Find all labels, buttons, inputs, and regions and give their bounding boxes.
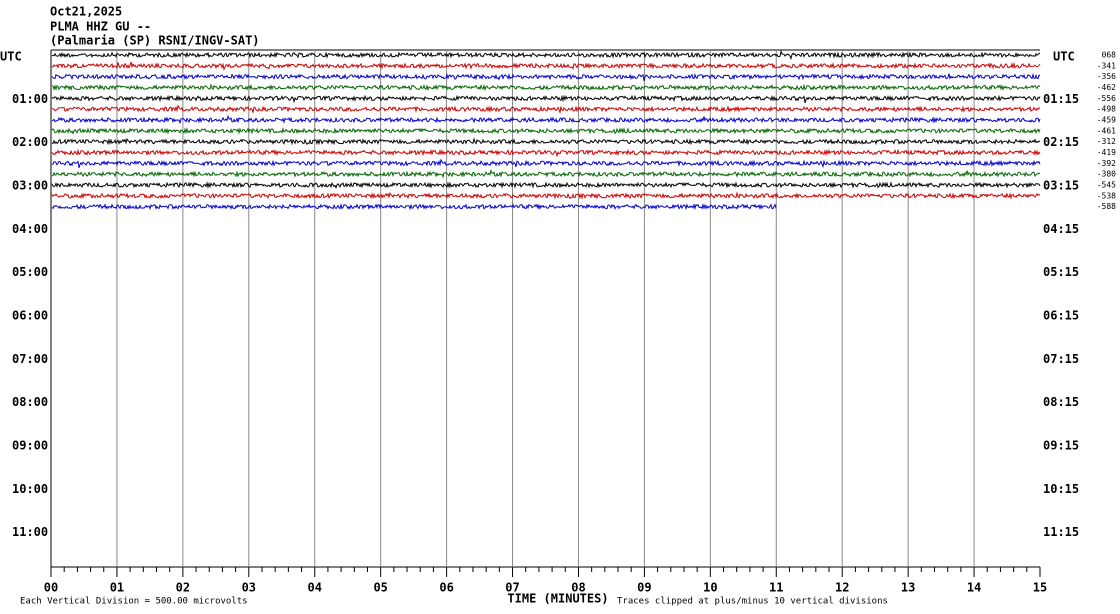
- left-hour-label: 10:00: [12, 482, 48, 496]
- left-hour-label: 04:00: [12, 222, 48, 236]
- trace: [51, 127, 1041, 135]
- trace-offset-label: -498: [1097, 105, 1116, 114]
- trace: [51, 202, 777, 211]
- trace: [51, 168, 1041, 179]
- right-hour-label: 03:15: [1043, 178, 1079, 192]
- date: Oct21,2025: [50, 5, 122, 19]
- trace-offset-label: -461: [1097, 126, 1116, 135]
- trace: [51, 72, 1041, 82]
- x-axis-label: TIME (MINUTES): [507, 592, 608, 606]
- x-tick-label: 13: [901, 581, 915, 595]
- x-tick-label: 01: [110, 581, 124, 595]
- right-hour-label: 10:15: [1043, 482, 1079, 496]
- x-tick-label: 04: [308, 581, 322, 595]
- trace: [52, 61, 1041, 71]
- x-tick-label: 10: [703, 581, 717, 595]
- right-hour-label: 07:15: [1043, 352, 1079, 366]
- left-hour-label: 11:00: [12, 525, 48, 539]
- trace-offset-label: -459: [1097, 115, 1116, 124]
- right-hour-label: 04:15: [1043, 222, 1079, 236]
- trace-offset-label: -392: [1097, 159, 1116, 168]
- trace: [51, 158, 1041, 169]
- right-hour-label: 08:15: [1043, 395, 1079, 409]
- trace-offset-label: 068: [1102, 51, 1117, 60]
- trace: [51, 148, 1041, 158]
- trace: [51, 49, 1041, 61]
- right-hour-label: 11:15: [1043, 525, 1079, 539]
- right-axis-label: UTC: [1053, 50, 1075, 64]
- right-hour-label: 06:15: [1043, 308, 1079, 322]
- trace: [51, 137, 1041, 146]
- left-hour-label: 03:00: [12, 178, 48, 192]
- station: PLMA HHZ GU --: [50, 20, 151, 34]
- x-tick-label: 08: [571, 581, 585, 595]
- x-tick-label: 15: [1033, 581, 1047, 595]
- x-tick-label: 11: [769, 581, 783, 595]
- trace-offset-label: -556: [1097, 94, 1116, 103]
- trace-offset-label: -312: [1097, 137, 1116, 146]
- right-hour-label: 05:15: [1043, 265, 1079, 279]
- x-tick-label: 02: [176, 581, 190, 595]
- left-axis-label: UTC: [0, 50, 22, 64]
- trace-offset-label: -538: [1097, 191, 1116, 200]
- left-hour-label: 07:00: [12, 352, 48, 366]
- left-hour-label: 08:00: [12, 395, 48, 409]
- left-hour-label: 02:00: [12, 135, 48, 149]
- trace: [51, 114, 1041, 125]
- trace: [51, 181, 1041, 189]
- right-hour-label: 09:15: [1043, 438, 1079, 452]
- trace: [51, 191, 1041, 200]
- left-hour-label: 05:00: [12, 265, 48, 279]
- trace-offset-label: -380: [1097, 170, 1116, 179]
- x-tick-label: 00: [44, 581, 58, 595]
- footer-right: Traces clipped at plus/minus 10 vertical…: [617, 597, 888, 607]
- trace-offset-label: -356: [1097, 72, 1116, 81]
- x-tick-label: 05: [373, 581, 387, 595]
- left-hour-label: 01:00: [12, 92, 48, 106]
- right-hour-label: 02:15: [1043, 135, 1079, 149]
- x-tick-label: 06: [439, 581, 453, 595]
- x-tick-label: 07: [505, 581, 519, 595]
- trace: [51, 104, 1041, 115]
- trace: [51, 83, 1041, 92]
- x-tick-label: 09: [637, 581, 651, 595]
- trace-offset-label: -462: [1097, 83, 1116, 92]
- x-tick-label: 12: [835, 581, 849, 595]
- left-hour-label: 09:00: [12, 438, 48, 452]
- location: (Palmaria (SP) RSNI/INGV-SAT): [50, 34, 260, 48]
- left-hour-label: 06:00: [12, 308, 48, 322]
- right-hour-label: 01:15: [1043, 92, 1079, 106]
- trace: [51, 94, 1041, 104]
- trace-offset-label: -588: [1097, 202, 1116, 211]
- footer-left: Each Vertical Division = 500.00 microvol…: [20, 597, 248, 607]
- x-tick-label: 14: [967, 581, 981, 595]
- trace-offset-label: -545: [1097, 180, 1116, 189]
- trace-offset-label: -419: [1097, 148, 1116, 157]
- trace-offset-label: -341: [1097, 61, 1116, 70]
- x-tick-label: 03: [242, 581, 256, 595]
